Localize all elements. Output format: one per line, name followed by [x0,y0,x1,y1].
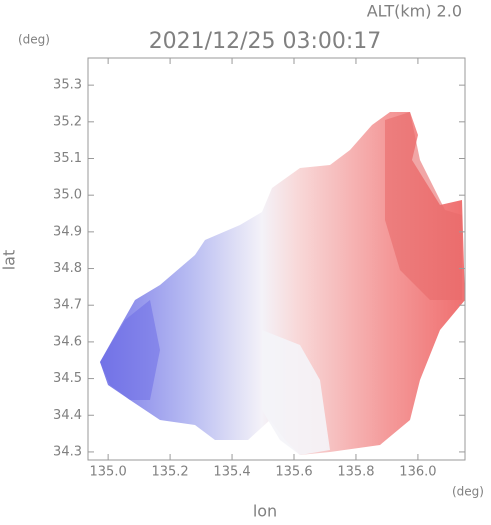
x-axis-label: lon [253,502,277,521]
x-tick-label: 135.2 [151,465,188,480]
y-tick-label: 34.5 [53,371,82,386]
x-tick-label: 135.0 [90,465,127,480]
y-tick-label: 34.7 [53,298,82,313]
y-tick-label: 35.2 [53,114,82,129]
chart-title: 2021/12/25 03:00:17 [149,29,382,54]
y-axis-label: lat [0,250,19,271]
x-unit: (deg) [452,485,484,499]
radar-echo [100,112,465,455]
y-unit: (deg) [18,33,50,47]
y-tick-label: 34.6 [53,334,82,349]
y-tick-label: 34.9 [53,224,82,239]
y-tick-label: 34.8 [53,261,82,276]
y-tick-label: 35.0 [53,188,82,203]
y-tick-label: 34.4 [53,408,82,423]
x-tick-label: 135.8 [337,465,374,480]
y-tick-label: 35.1 [53,151,82,166]
altitude-label: ALT(km) 2.0 [367,2,462,21]
plot-frame [87,57,466,461]
x-tick-label: 136.0 [399,465,436,480]
y-tick-label: 35.3 [53,78,82,93]
y-tick-label: 34.3 [53,444,82,459]
x-tick-label: 135.4 [213,465,250,480]
x-tick-label: 135.6 [275,465,312,480]
